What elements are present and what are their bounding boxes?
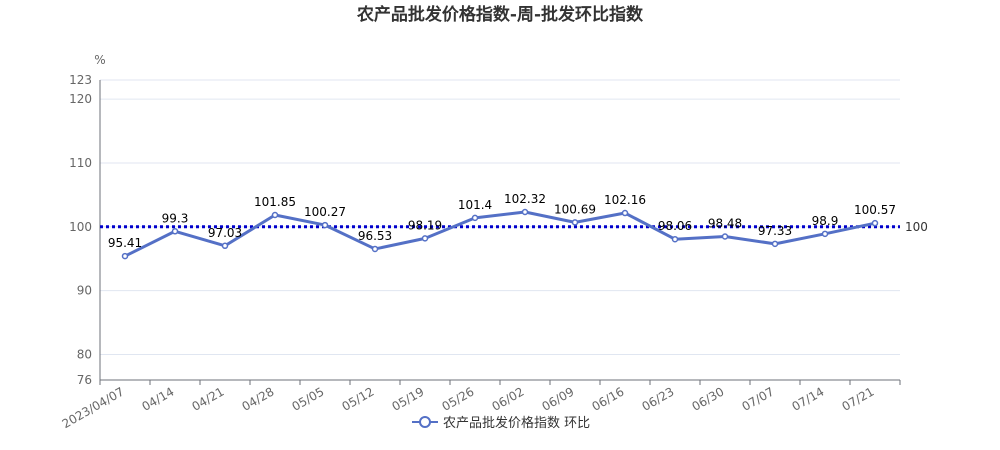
x-tick-label: 06/23 (640, 384, 677, 413)
x-tick-label: 05/12 (340, 384, 377, 413)
data-point[interactable] (371, 245, 379, 253)
data-label: 98.19 (408, 218, 442, 232)
data-label: 95.41 (108, 236, 142, 250)
x-tick-label: 04/14 (140, 384, 177, 413)
x-tick-label: 05/26 (440, 384, 477, 413)
series-group (121, 208, 879, 260)
y-tick-label: 100 (69, 220, 92, 234)
data-point[interactable] (821, 230, 829, 238)
x-tick-label: 05/19 (390, 384, 427, 413)
data-point[interactable] (471, 214, 479, 222)
y-tick-label: 76 (77, 373, 92, 387)
data-label: 102.32 (504, 192, 546, 206)
data-point[interactable] (171, 228, 179, 235)
x-tick-label: 04/21 (190, 384, 227, 413)
reference-line-group: 100 (100, 220, 928, 234)
data-point[interactable] (771, 240, 779, 248)
legend-label: 农产品批发价格指数 环比 (443, 415, 590, 431)
y-tick-label: 90 (77, 284, 92, 298)
y-tick-label: 120 (69, 92, 92, 106)
data-label: 98.9 (812, 214, 839, 228)
data-label: 100.27 (304, 205, 346, 219)
x-tick-label: 06/02 (490, 384, 527, 413)
legend[interactable]: 农产品批发价格指数 环比 (412, 415, 590, 431)
chart-title: 农产品批发价格指数-周-批发环比指数 (356, 4, 644, 25)
x-tick-label: 2023/04/07 (60, 384, 127, 431)
data-point[interactable] (421, 235, 429, 242)
grid (100, 79, 900, 355)
data-labels: 95.41 99.3 97.03 101.85 100.27 96.53 98.19 101.… (108, 192, 896, 250)
x-tick-label: 07/14 (790, 384, 827, 413)
data-label: 101.4 (458, 198, 492, 212)
y-unit-label: % (94, 53, 105, 67)
series-line (124, 210, 876, 258)
x-tick-label: 04/28 (240, 384, 277, 413)
data-point[interactable] (521, 208, 529, 216)
y-tick-label: 123 (69, 73, 92, 87)
data-point[interactable] (121, 252, 129, 260)
data-label: 97.33 (758, 224, 792, 238)
data-label: 99.3 (162, 211, 189, 225)
y-tick-label: 80 (77, 347, 92, 361)
data-label: 100.57 (854, 203, 896, 217)
data-label: 96.53 (358, 229, 392, 243)
data-point[interactable] (271, 211, 279, 219)
data-point[interactable] (871, 219, 879, 227)
data-label: 97.03 (208, 226, 242, 240)
data-point[interactable] (221, 242, 229, 250)
reference-line-label: 100 (905, 220, 928, 234)
x-tick-label: 07/07 (740, 384, 777, 413)
x-tick-label: 07/21 (840, 384, 877, 413)
data-label: 100.69 (554, 202, 596, 216)
data-label: 98.48 (708, 217, 742, 231)
axes: 76 80 90 100 110 120 123 2023/04/07 04/14 04/21 04… (60, 73, 901, 431)
data-label: 98.06 (658, 219, 692, 233)
x-tick-label: 05/05 (290, 384, 327, 413)
x-tick-label: 06/16 (590, 384, 627, 413)
data-label: 102.16 (604, 193, 646, 207)
x-tick-label: 06/09 (540, 384, 577, 413)
data-point[interactable] (721, 233, 729, 240)
data-point[interactable] (671, 235, 679, 243)
data-point[interactable] (321, 221, 329, 229)
data-label: 101.85 (254, 195, 296, 209)
legend-marker-icon (419, 416, 431, 428)
y-tick-label: 110 (69, 156, 92, 170)
x-tick-label: 06/30 (690, 384, 727, 413)
data-point[interactable] (571, 219, 579, 226)
data-point[interactable] (621, 209, 629, 217)
